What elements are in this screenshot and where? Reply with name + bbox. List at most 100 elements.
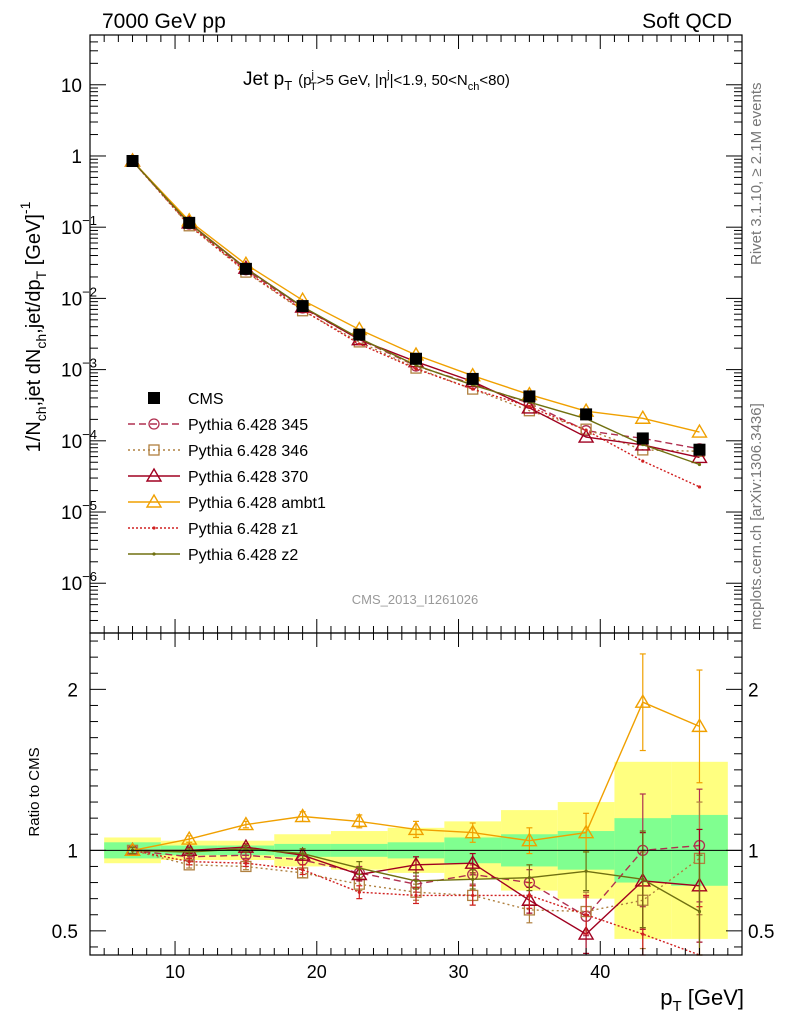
data-point — [697, 909, 702, 914]
main-title: Jet pT (pj T>5 GeV, |ηj|<1.9, 50<Nch<80) — [243, 69, 510, 93]
data-point — [691, 449, 708, 464]
data-point — [301, 868, 305, 872]
data-point — [414, 367, 418, 371]
data-point — [584, 428, 588, 432]
data-point — [145, 467, 163, 482]
ratio-line — [132, 701, 700, 852]
data-point — [577, 428, 595, 443]
y-tick-label-bottom-right: 0.5 — [748, 922, 774, 943]
x-tick-label: 10 — [165, 962, 185, 982]
data-point — [152, 552, 156, 556]
legend-item-p370: Pythia 6.428 370 — [128, 467, 308, 486]
data-point — [414, 893, 418, 898]
ratio-line — [132, 849, 700, 913]
x-tick-label: 40 — [590, 962, 610, 982]
data-point — [145, 493, 163, 508]
legend-label: Pythia 6.428 z1 — [188, 521, 298, 538]
header-right: Soft QCD — [642, 10, 732, 33]
data-point — [187, 850, 191, 854]
legend-label: Pythia 6.428 ambt1 — [188, 495, 326, 512]
data-point — [580, 423, 592, 435]
y-tick-label-bottom: 1 — [67, 841, 78, 862]
data-point — [693, 443, 706, 456]
data-point — [414, 879, 418, 883]
data-point — [584, 869, 588, 873]
series-ratio-z2 — [129, 830, 703, 956]
legend-label: CMS — [188, 391, 224, 408]
series-top-cms — [126, 155, 706, 456]
data-point — [697, 485, 702, 489]
axes: 10 20 30 40 10 1 10−1 10−2 10−3 10−4 10−5 10−6 0.5 0.… — [52, 34, 774, 982]
legend-item-p346: Pythia 6.428 346 — [128, 443, 308, 460]
data-point — [636, 432, 649, 445]
data-point — [697, 462, 702, 467]
data-point — [237, 816, 255, 831]
data-point — [152, 526, 156, 530]
data-point — [580, 408, 593, 421]
data-point — [527, 404, 531, 409]
header-left: 7000 GeV pp — [102, 10, 226, 33]
data-point — [521, 832, 538, 847]
legend-item-z2: Pythia 6.428 z2 — [128, 547, 298, 564]
data-point — [691, 423, 708, 438]
data-point — [407, 821, 425, 836]
y-tick-label-bottom: 2 — [67, 680, 78, 701]
data-point — [634, 409, 652, 424]
data-point — [301, 851, 305, 856]
y-tick-label-bottom-right: 1 — [748, 841, 759, 862]
series-line — [131, 160, 700, 488]
data-point — [523, 390, 536, 403]
ratio-line — [132, 846, 700, 935]
data-point — [464, 824, 481, 839]
data-point — [410, 352, 422, 365]
data-point — [357, 342, 361, 346]
data-point — [471, 387, 475, 391]
y-tick-label-bottom-right: 2 — [748, 680, 759, 701]
data-point — [577, 925, 595, 940]
data-point — [148, 444, 160, 456]
y-tick-label-top: 10−1 — [61, 213, 97, 239]
mcplots-label: mcplots.cern.ch [arXiv:1306.3436] — [748, 403, 765, 630]
data-series — [124, 152, 708, 956]
legend-label: Pythia 6.428 346 — [188, 443, 308, 460]
data-point — [527, 876, 531, 880]
legend-label: Pythia 6.428 z2 — [188, 547, 298, 564]
data-point — [244, 847, 248, 851]
x-tick-label: 30 — [449, 962, 469, 982]
data-point — [691, 717, 708, 733]
x-axis-label: pT [GeV] — [660, 985, 744, 1015]
y-axis-label-top: 1/Nch,jet dNch,jet/dpT [GeV]-1 — [17, 201, 49, 452]
data-point — [471, 877, 475, 881]
legend-item-z1: Pythia 6.428 z1 — [128, 521, 298, 538]
data-point — [641, 877, 645, 881]
series-ratio-ambt1 — [124, 653, 708, 857]
y-tick-label-top: 10−3 — [61, 356, 97, 382]
data-point — [124, 841, 141, 857]
y-tick-label-top: 10−4 — [61, 427, 97, 453]
x-tick-label: 20 — [307, 962, 327, 982]
data-point — [351, 812, 368, 828]
data-point — [584, 913, 588, 917]
data-point — [527, 893, 531, 898]
data-point — [296, 300, 309, 313]
data-point — [239, 262, 252, 275]
y-tick-label-top: 10−5 — [61, 498, 97, 524]
legend-item-ambt1: Pythia 6.428 ambt1 — [128, 493, 326, 512]
y-tick-label-top: 1 — [71, 147, 82, 168]
data-point — [351, 866, 368, 881]
data-point — [577, 824, 595, 839]
data-point — [634, 693, 652, 708]
data-point — [187, 860, 191, 864]
legend-label: Pythia 6.428 345 — [188, 417, 308, 434]
legend-label: Pythia 6.428 370 — [188, 469, 308, 486]
data-point — [521, 399, 538, 414]
data-point — [466, 372, 479, 385]
data-point — [407, 856, 425, 871]
y-tick-label-top: 10−2 — [61, 284, 97, 310]
data-point — [148, 418, 160, 430]
data-point — [357, 866, 361, 870]
y-tick-label-top: 10−6 — [61, 569, 97, 595]
data-point — [180, 830, 198, 845]
data-point — [641, 932, 645, 936]
